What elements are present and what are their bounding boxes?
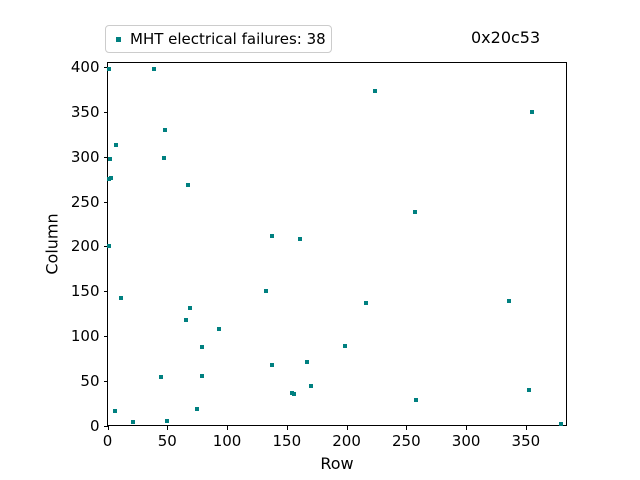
y-axis-tick bbox=[103, 66, 108, 68]
scatter-point bbox=[297, 237, 302, 242]
x-tick-label: 350 bbox=[511, 432, 541, 450]
y-tick-label: 350 bbox=[70, 102, 100, 121]
y-tick-label: 0 bbox=[89, 417, 100, 435]
scatter-point bbox=[109, 176, 114, 181]
scatter-point bbox=[308, 383, 313, 388]
scatter-point bbox=[106, 177, 111, 182]
x-tick-label: 150 bbox=[272, 432, 302, 450]
scatter-point bbox=[112, 408, 117, 413]
x-tick-label: 50 bbox=[157, 432, 177, 450]
scatter-point bbox=[363, 301, 368, 306]
legend-label: MHT electrical failures: 38 bbox=[130, 30, 326, 48]
scatter-point bbox=[161, 155, 166, 160]
scatter-point bbox=[199, 373, 204, 378]
scatter-point bbox=[152, 66, 157, 71]
scatter-point bbox=[527, 388, 532, 393]
legend-marker-icon bbox=[116, 36, 121, 42]
scatter-point bbox=[413, 397, 418, 402]
y-tick-label: 400 bbox=[70, 57, 100, 76]
x-axis-tick bbox=[286, 426, 288, 430]
y-tick-label: 100 bbox=[70, 327, 100, 346]
scatter-point bbox=[165, 418, 170, 423]
scatter-point bbox=[305, 360, 310, 365]
x-axis-label: Row bbox=[320, 454, 354, 473]
scatter-point bbox=[291, 391, 296, 396]
y-axis-label: Column bbox=[42, 213, 62, 275]
y-axis-tick bbox=[103, 201, 108, 203]
scatter-point bbox=[187, 305, 192, 310]
x-axis-tick bbox=[406, 426, 408, 430]
y-axis-tick bbox=[103, 426, 108, 427]
x-axis-tick bbox=[167, 426, 169, 430]
y-axis-tick bbox=[103, 111, 108, 113]
x-tick-label: 250 bbox=[392, 432, 421, 450]
x-tick-label: 100 bbox=[212, 432, 242, 450]
y-tick-label: 50 bbox=[80, 372, 100, 391]
legend: MHT electrical failures: 38 bbox=[105, 25, 332, 53]
scatter-point bbox=[113, 143, 118, 148]
y-axis-tick bbox=[103, 156, 108, 158]
y-axis-tick bbox=[103, 246, 108, 248]
scatter-point bbox=[199, 345, 204, 350]
y-tick-label: 300 bbox=[70, 147, 100, 166]
x-axis-tick bbox=[346, 426, 348, 430]
scatter-point bbox=[159, 374, 164, 379]
scatter-point bbox=[184, 318, 189, 323]
scatter-point bbox=[106, 66, 111, 71]
scatter-point bbox=[264, 289, 269, 294]
scatter-point bbox=[107, 156, 112, 161]
scatter-point bbox=[130, 420, 135, 425]
y-axis-tick bbox=[103, 381, 108, 383]
scatter-point bbox=[412, 210, 417, 215]
x-tick-label: 0 bbox=[102, 432, 113, 450]
x-tick-label: 200 bbox=[332, 432, 361, 450]
scatter-point bbox=[118, 295, 123, 300]
scatter-point bbox=[162, 127, 167, 132]
scatter-point bbox=[558, 422, 563, 427]
scatter-point bbox=[373, 89, 378, 94]
x-axis-tick bbox=[466, 426, 468, 430]
plot-id-text: 0x20c53 bbox=[471, 28, 541, 47]
x-axis-tick bbox=[107, 426, 109, 430]
y-axis-tick bbox=[103, 336, 108, 338]
y-axis-tick bbox=[103, 291, 108, 293]
y-tick-label: 200 bbox=[70, 237, 100, 256]
x-tick-label: 300 bbox=[451, 432, 481, 450]
y-tick-label: 250 bbox=[70, 192, 100, 211]
y-tick-label: 150 bbox=[70, 282, 100, 301]
plot-area bbox=[107, 62, 567, 426]
scatter-point bbox=[185, 182, 190, 187]
scatter-point bbox=[507, 299, 512, 304]
scatter-point bbox=[106, 243, 111, 248]
scatter-point bbox=[289, 390, 294, 395]
x-axis-tick bbox=[525, 426, 527, 430]
scatter-point bbox=[195, 406, 200, 411]
scatter-point bbox=[216, 327, 221, 332]
scatter-point bbox=[270, 233, 275, 238]
x-axis-tick bbox=[227, 426, 229, 430]
scatter-point bbox=[270, 362, 275, 367]
scatter-point bbox=[343, 344, 348, 349]
scatter-point bbox=[529, 109, 534, 114]
